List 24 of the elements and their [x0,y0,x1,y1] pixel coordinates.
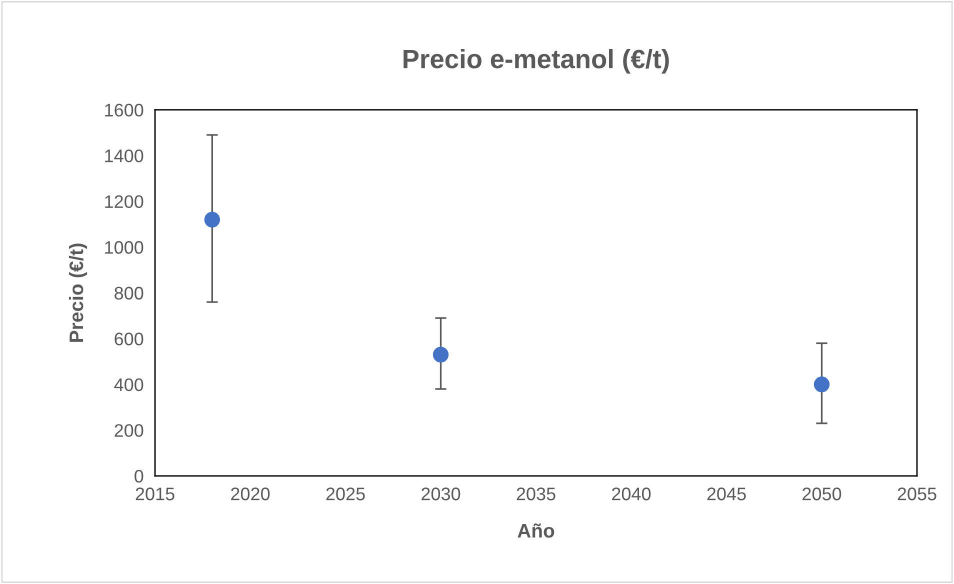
point [204,212,220,228]
y-tick-label: 1000 [105,241,144,254]
y-tick-label: 0 [134,470,144,483]
y-tick-label: 200 [114,424,144,437]
x-tick-label: 2015 [136,488,174,500]
x-tick-label: 2055 [898,488,936,500]
y-tick-label: 600 [114,332,144,346]
x-tick-label: 2045 [707,488,746,500]
y-axis-title: Precio (€/t) [68,244,88,342]
x-axis-title: Año [518,523,554,538]
chart-title: Precio e-metanol (€/t) [404,49,669,74]
x-tick-label: 2050 [802,488,842,500]
point [814,376,830,392]
y-tick-label: 1400 [105,149,144,162]
x-tick-label: 2025 [326,488,365,500]
x-tick-label: 2040 [612,488,651,500]
x-tick-label: 2030 [422,488,460,500]
y-tick-label: 800 [114,286,144,300]
x-tick-label: 2035 [516,488,556,500]
x-tick-label: 2020 [231,488,270,500]
y-tick-label: 1600 [105,104,144,117]
y-tick-label: 400 [114,378,144,392]
point [432,346,449,363]
y-tick-label: 1200 [105,195,144,208]
